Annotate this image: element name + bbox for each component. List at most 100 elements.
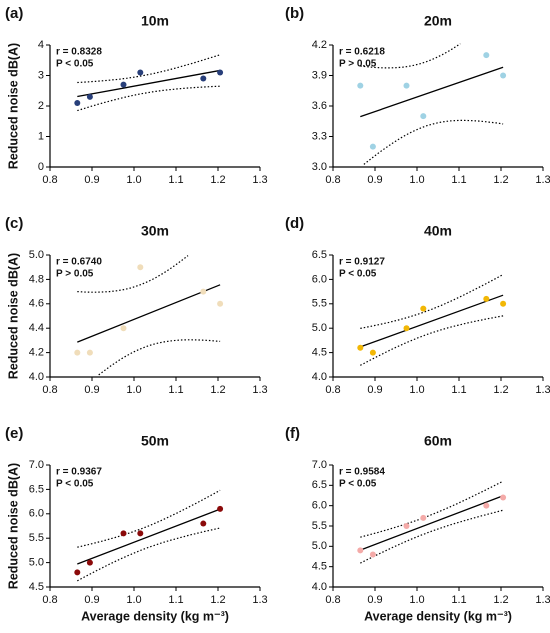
- point: [420, 113, 427, 120]
- x-tick-label: 1.3: [252, 384, 267, 396]
- x-tick-label: 1.1: [168, 384, 183, 396]
- point: [86, 559, 93, 566]
- y-tick-label: 4.5: [312, 347, 327, 359]
- confidence-band: [360, 509, 504, 564]
- point: [86, 93, 93, 100]
- x-tick-label: 0.9: [84, 384, 99, 396]
- x-tick-label: 1.1: [451, 384, 466, 396]
- x-tick-label: 0.8: [325, 594, 340, 606]
- y-tick-label: 5.5: [29, 532, 44, 544]
- y-tick-label: 5.5: [312, 520, 327, 532]
- y-tick-label: 6.5: [312, 479, 327, 491]
- point: [217, 300, 224, 307]
- x-tick-label: 1.0: [126, 384, 141, 396]
- annotation: r = 0.9584: [339, 467, 385, 478]
- point: [120, 81, 127, 88]
- point: [403, 325, 410, 332]
- chart-title: 10m: [141, 13, 169, 29]
- y-tick-label: 4.8: [29, 273, 44, 285]
- confidence-band: [360, 315, 504, 366]
- point: [74, 349, 81, 356]
- point: [86, 349, 93, 356]
- panel-label: (d): [285, 215, 304, 232]
- confidence-band: [363, 119, 504, 165]
- point: [357, 344, 364, 351]
- x-tick-label: 1.0: [126, 594, 141, 606]
- y-tick-label: 4.2: [29, 347, 44, 359]
- annotation: P < 0.05: [339, 479, 377, 490]
- x-tick-label: 1.1: [168, 174, 183, 186]
- y-tick-label: 6.0: [312, 500, 327, 512]
- point: [137, 69, 144, 76]
- confidence-band: [98, 339, 221, 376]
- point: [357, 82, 364, 89]
- y-tick-label: 4.5: [29, 581, 44, 593]
- point: [217, 69, 224, 76]
- point: [137, 264, 144, 271]
- x-axis-label: Average density (kg m⁻³): [364, 609, 512, 623]
- y-tick-label: 4.0: [29, 371, 44, 383]
- confidence-band: [360, 273, 504, 329]
- x-tick-label: 0.8: [42, 594, 57, 606]
- x-tick-label: 1.0: [409, 384, 424, 396]
- x-tick-label: 1.3: [252, 174, 267, 186]
- y-tick-label: 3.6: [312, 100, 327, 112]
- y-tick-label: 3.9: [312, 69, 327, 81]
- chart-title: 20m: [424, 13, 452, 29]
- confidence-band: [360, 480, 504, 538]
- y-tick-label: 7.0: [29, 459, 44, 471]
- x-tick-label: 0.9: [367, 174, 382, 186]
- x-tick-label: 1.2: [493, 384, 508, 396]
- y-tick-label: 5.0: [312, 322, 327, 334]
- x-tick-label: 1.3: [535, 174, 550, 186]
- y-tick-label: 3.0: [312, 161, 327, 173]
- point: [200, 75, 207, 82]
- x-tick-label: 0.9: [84, 594, 99, 606]
- panel-label: (f): [285, 425, 300, 442]
- confidence-band: [77, 54, 221, 84]
- x-tick-label: 1.2: [210, 384, 225, 396]
- y-tick-label: 6.0: [29, 508, 44, 520]
- x-tick-label: 1.2: [210, 174, 225, 186]
- y-tick-label: 4.4: [29, 322, 44, 334]
- confidence-band: [360, 43, 461, 69]
- annotation: r = 0.8328: [56, 47, 102, 58]
- point: [403, 82, 410, 89]
- point: [74, 99, 81, 106]
- annotation: P < 0.05: [56, 479, 94, 490]
- y-tick-label: 7.0: [312, 459, 327, 471]
- y-tick-label: 1: [38, 130, 44, 142]
- confidence-band: [77, 255, 189, 293]
- y-tick-label: 3: [38, 69, 44, 81]
- y-tick-label: 6.5: [29, 483, 44, 495]
- point: [403, 523, 410, 529]
- annotation: r = 0.9367: [56, 467, 102, 478]
- point: [200, 520, 207, 527]
- y-tick-label: 5.0: [29, 557, 44, 569]
- panel-label: (c): [5, 215, 23, 232]
- panel-label: (b): [285, 5, 304, 22]
- y-axis-label: Reduced noise dB(A): [6, 253, 20, 379]
- point: [200, 288, 207, 295]
- annotation: P > 0.05: [56, 269, 94, 280]
- chart-title: 50m: [141, 433, 169, 449]
- fit-line: [77, 284, 221, 343]
- x-tick-label: 1.1: [451, 174, 466, 186]
- y-tick-label: 4.6: [29, 298, 44, 310]
- confidence-band: [77, 85, 221, 112]
- y-tick-label: 4.5: [312, 561, 327, 573]
- annotation: r = 0.6740: [56, 257, 102, 268]
- x-tick-label: 1.1: [451, 594, 466, 606]
- confidence-band: [77, 489, 221, 548]
- panel-label: (a): [5, 5, 23, 22]
- annotation: r = 0.9127: [339, 257, 385, 268]
- x-tick-label: 0.8: [325, 174, 340, 186]
- point: [500, 72, 507, 79]
- point: [74, 569, 81, 576]
- x-tick-label: 1.1: [168, 594, 183, 606]
- y-tick-label: 0: [38, 161, 44, 173]
- point: [483, 502, 490, 509]
- point: [369, 143, 376, 150]
- annotation: r = 0.6218: [339, 47, 385, 58]
